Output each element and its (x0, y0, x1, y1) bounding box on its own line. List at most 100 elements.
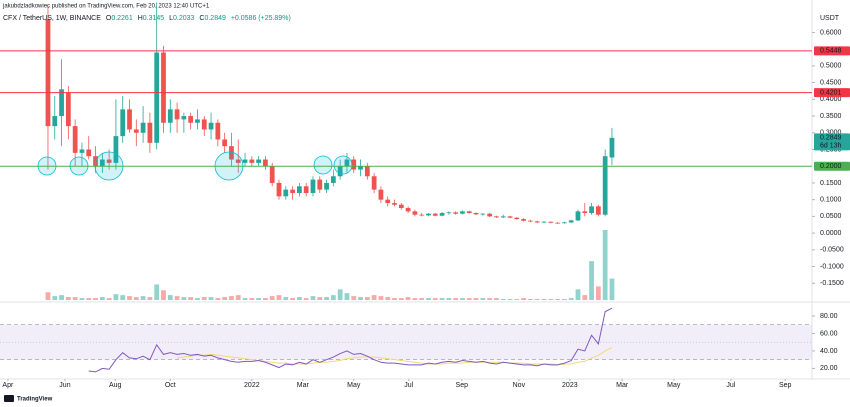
volume-bar (290, 298, 295, 300)
candle-body (453, 212, 459, 214)
volume-bar (358, 297, 363, 300)
volume-bar (215, 298, 221, 300)
volume-bar (405, 297, 411, 300)
candle-body (398, 204, 404, 209)
circle (313, 155, 333, 175)
candle-body (215, 122, 221, 140)
ohlc-value: 0.2849 (204, 15, 226, 22)
volume-bar (229, 296, 234, 300)
volume-bar (568, 298, 574, 300)
candle-body (589, 206, 594, 214)
candle-body (256, 159, 261, 163)
volume-bar (276, 295, 282, 300)
volume-bar (398, 298, 404, 300)
ohlc-prefix: C (199, 15, 204, 22)
volume-bar (528, 299, 533, 300)
candle-body (432, 213, 438, 216)
volume-bar (364, 297, 370, 300)
rsi-pane (88, 307, 613, 373)
candle-body (310, 179, 316, 193)
volume-bar (133, 297, 139, 300)
symbol: CFX / TetherUS, 1W, BINANCE (3, 15, 101, 22)
x-tick-label: Mar (297, 382, 310, 389)
candle-body (480, 213, 486, 215)
volume-bar (140, 296, 146, 300)
x-tick-label: May (347, 382, 361, 389)
candle-body (562, 222, 567, 224)
volume-bar (59, 295, 64, 300)
ohlc-value: 0.2033 (173, 15, 195, 22)
price-pane (45, 2, 615, 300)
volume-bar (541, 299, 547, 300)
x-tick-label: Apr (2, 382, 14, 389)
candle-body (99, 159, 105, 167)
candle-body (113, 136, 119, 163)
candle-body (140, 122, 146, 133)
volume-bar (249, 298, 255, 300)
candle-body (358, 166, 363, 170)
candle-body (229, 146, 234, 160)
y-tick-label: 0.1000 (820, 197, 842, 204)
volume-bar (79, 298, 85, 300)
volume-bar (575, 289, 581, 300)
volume-bar (337, 289, 343, 300)
volume-bar (582, 295, 588, 300)
rsi-y-tick-label: 20.00 (820, 365, 838, 372)
candle-body (317, 179, 323, 190)
volume-bar (65, 297, 71, 300)
y-tick-label: -0.1000 (820, 263, 844, 270)
candle-body (86, 149, 92, 157)
candle-body (344, 159, 350, 167)
candle-body (405, 208, 411, 212)
candle-body (276, 182, 282, 197)
candle-body (541, 221, 547, 223)
rsi-y-tick-label: 40.00 (820, 348, 838, 355)
volume-bar (494, 298, 499, 300)
volume-bar (201, 297, 207, 300)
volume-bar (181, 297, 187, 300)
volume-bar (426, 298, 431, 300)
candle-body (555, 222, 560, 224)
volume-bar (392, 298, 397, 300)
rsi-line (88, 307, 613, 373)
volume-bar (562, 299, 567, 300)
y-tick-label: 0.3000 (820, 130, 842, 137)
candle-body (487, 213, 493, 217)
x-tick-label: Jun (59, 382, 70, 389)
ohlc-prefix: O (106, 15, 112, 22)
candle-body (439, 213, 445, 216)
volume-bar (52, 296, 58, 300)
volume-bar (310, 296, 316, 300)
candle-body (283, 189, 289, 197)
footer-brand: TradingView (17, 397, 53, 403)
candle-body (65, 92, 71, 127)
volume-bar (439, 298, 445, 300)
x-tick-label: May (667, 382, 681, 389)
volume-bar (263, 298, 268, 300)
candle-body (147, 122, 153, 143)
volume-bar (521, 298, 526, 300)
publish-header: jakubdzladkowiec published on TradingVie… (2, 4, 210, 10)
volume-bar (351, 296, 357, 300)
candle-body (330, 176, 336, 183)
logo (4, 395, 14, 402)
volume-bar (174, 296, 180, 300)
x-tick-label: Mar (616, 382, 629, 389)
x-tick-label: Nov (513, 382, 526, 389)
candle-body (174, 109, 180, 120)
candle-body (507, 216, 513, 218)
volume-bar (548, 299, 554, 300)
volume-bar (283, 297, 289, 300)
x-tick-label: Aug (109, 382, 122, 389)
candle-body (181, 116, 187, 120)
volume-bar (412, 298, 418, 300)
x-tick-label: Jul (404, 382, 413, 389)
candle-body (351, 159, 357, 170)
y-tick-label: 0.0500 (820, 213, 842, 220)
volume-bar (93, 298, 98, 300)
candle-body (269, 166, 275, 183)
x-tick-label: 2023 (562, 382, 578, 389)
volume-bar (147, 297, 153, 300)
ohlc-value: 0.2261 (111, 15, 133, 22)
